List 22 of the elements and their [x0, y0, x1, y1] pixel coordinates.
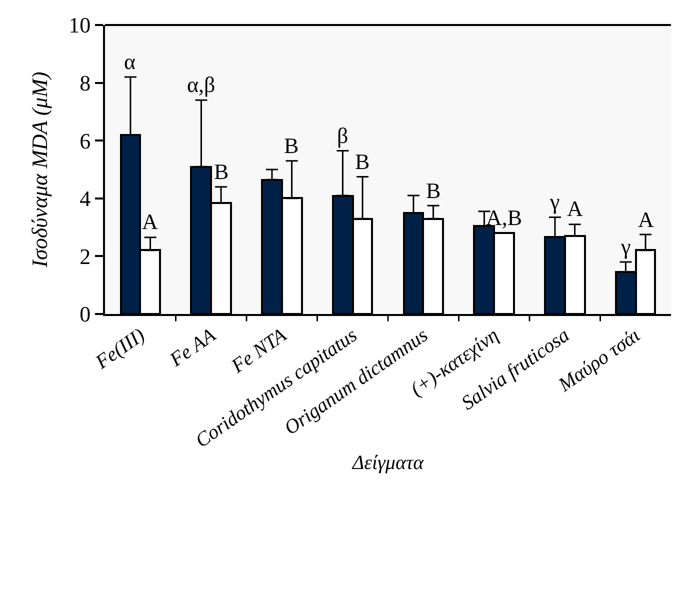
data-label: B: [355, 149, 370, 174]
data-label: α,β: [187, 72, 216, 97]
data-label: B: [214, 159, 229, 184]
data-label: A,B: [486, 205, 522, 230]
data-label: B: [426, 178, 441, 203]
y-tick-label: 10: [68, 12, 91, 38]
data-label: A: [638, 207, 654, 232]
data-label: α: [124, 49, 136, 74]
data-label: β: [337, 123, 348, 148]
data-label: A: [567, 196, 583, 221]
x-axis-title: Δείγματα: [351, 452, 424, 474]
y-tick-label: 6: [80, 128, 91, 154]
data-label: γ: [620, 234, 631, 259]
y-tick-label: 2: [80, 244, 91, 269]
data-label: γ: [549, 189, 560, 214]
y-tick-label: 0: [80, 302, 91, 327]
x-tick-label: Fe AA: [165, 324, 220, 372]
data-label: A: [142, 209, 158, 234]
y-tick-label: 4: [80, 186, 91, 212]
y-tick-label: 8: [80, 70, 91, 96]
y-axis-title: Ισοδύναμα MDA (μM): [26, 72, 52, 268]
data-label: B: [284, 133, 299, 158]
